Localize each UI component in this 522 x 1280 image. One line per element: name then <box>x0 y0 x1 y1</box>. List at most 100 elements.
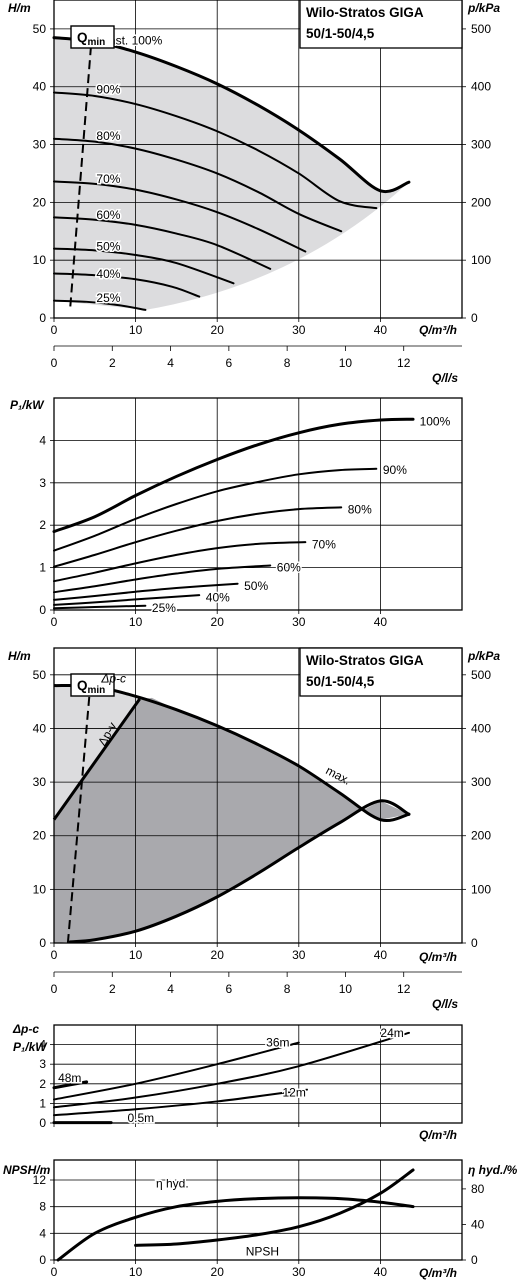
chart3-xtick-label: 0 <box>51 948 58 962</box>
q-ls-axis-2-tick-label: 6 <box>226 982 233 996</box>
chart5-y2tick-label: 40 <box>471 1217 485 1231</box>
chart3-y2tick-label: 300 <box>471 775 491 789</box>
chart3-y2label: p/kPa <box>467 649 500 663</box>
q-ls-axis-2-label: Q/l/s <box>432 997 458 1011</box>
chart4-ytick-label: 2 <box>39 1077 46 1091</box>
p1-curves-variable-speed-curve-label-1: 90% <box>383 463 407 477</box>
chart3-title-line-2: 50/1-50/4,5 <box>306 674 375 689</box>
chart1-title-line-2: 50/1-50/4,5 <box>306 26 375 41</box>
chart2-frame <box>53 397 463 611</box>
h-curves-variable-speed-curve-label-7: 25% <box>96 291 120 305</box>
npsh-efficiency-curve-label-0: η hyd. <box>156 1176 189 1190</box>
q-ls-axis-2-tick-label: 2 <box>109 982 116 996</box>
chart3-light-region <box>54 685 140 820</box>
chart1-ytick-label: 30 <box>33 138 47 152</box>
q-ls-axis-2-tick-label: 12 <box>397 982 411 996</box>
q-ls-axis-2-tick-label: 0 <box>51 982 58 996</box>
p1-curves-variable-speed-curve-label-4: 60% <box>277 561 301 575</box>
h-curves-variable-speed-series-1 <box>53 91 378 210</box>
chart3-xtick-label: 30 <box>292 948 306 962</box>
p1-curves-variable-speed-series-0 <box>52 417 415 534</box>
p1-curves-dp-control-curve-label-2: 24m <box>380 1026 403 1040</box>
q-ls-axis-1-tick-label: 12 <box>397 356 411 370</box>
p1-curves-variable-speed-curve-label-3: 70% <box>312 537 336 551</box>
chart1-xtick-label: 0 <box>51 323 58 337</box>
p1-curves-variable-speed-curve-label-0: 100% <box>420 414 451 428</box>
q-ls-axis-2-tick-label: 4 <box>167 982 174 996</box>
chart1-ytick-label: 10 <box>33 253 47 267</box>
chart1-xtick-label: 30 <box>292 323 306 337</box>
npsh-efficiency-series-0 <box>56 1196 415 1262</box>
chart2-ytick-label: 4 <box>39 433 46 447</box>
chart5-y2tick-label: 80 <box>471 1182 485 1196</box>
p1-curves-dp-control-series-1 <box>53 1041 300 1101</box>
chart3-ylabel: H/m <box>8 649 31 663</box>
h-curves-variable-speed-series-0 <box>52 36 411 194</box>
chart2-ytick-label: 2 <box>39 518 46 532</box>
h-curves-variable-speed-series-6 <box>53 272 201 298</box>
h-curves-variable-speed-curve-label-6: 40% <box>96 267 120 281</box>
chart3-ytick-label: 40 <box>33 721 47 735</box>
p1-curves-variable-speed-curve-label-6: 40% <box>206 590 230 604</box>
chart4-frame <box>53 1024 463 1124</box>
chart3-dpc-label: Δp-c <box>100 671 126 685</box>
chart5-xtick-label: 20 <box>211 1265 225 1279</box>
chart1-xtick-label: 40 <box>374 323 388 337</box>
chart2-xtick-label: 10 <box>129 615 143 629</box>
chart1-qmin-line <box>69 28 94 307</box>
p1-curves-dp-control-curve-label-0: 48m <box>58 1071 81 1085</box>
chart3-series-2 <box>52 698 141 821</box>
chart3-ytick-label: 20 <box>33 829 47 843</box>
chart5-xtick-label: 40 <box>374 1265 388 1279</box>
chart5-xlabel: Q/m³/h <box>419 1266 457 1280</box>
h-curves-variable-speed-series-7 <box>53 299 147 311</box>
chart1-title-line-1: Wilo-Stratos GIGA <box>306 5 424 20</box>
h-curves-variable-speed-series-5 <box>53 247 235 285</box>
p1-curves-dp-control-curve-label-3: 12m <box>282 1086 305 1100</box>
chart2-xtick-label: 20 <box>211 615 225 629</box>
h-curves-variable-speed-curve-label-5: 50% <box>96 239 120 253</box>
chart3-xtick-label: 40 <box>374 948 388 962</box>
chart4-ytick-label: 1 <box>39 1096 46 1110</box>
h-curves-variable-speed-series-3 <box>53 180 307 253</box>
chart3-ytick-label: 0 <box>39 936 46 950</box>
chart1-y2tick-label: 0 <box>471 311 478 325</box>
chart1-y2tick-label: 200 <box>471 195 491 209</box>
chart5-ytick-label: 12 <box>33 1173 47 1187</box>
h-curves-variable-speed-curve-label-3: 70% <box>96 172 120 186</box>
h-curves-variable-speed-curve-label-1: 90% <box>96 83 120 97</box>
q-ls-axis-1-tick-label: 4 <box>167 356 174 370</box>
q-ls-axis-1-label: Q/l/s <box>432 371 458 385</box>
chart3-xlabel: Q/m³/h <box>419 950 457 964</box>
chart1-y2tick-label: 500 <box>471 22 491 36</box>
chart1-ytick-label: 40 <box>33 80 47 94</box>
q-ls-axis-1-tick-label: 10 <box>339 356 353 370</box>
p1-curves-dp-control-series-3 <box>53 1088 308 1117</box>
h-curves-variable-speed-series-2 <box>53 137 343 233</box>
chart4-xlabel: Q/m³/h <box>419 1128 457 1142</box>
chart5-frame <box>53 1159 463 1261</box>
chart3-qmin-box <box>70 673 115 697</box>
chart2-xtick-label: 0 <box>51 615 58 629</box>
chart3-xtick-label: 10 <box>129 948 143 962</box>
p1-curves-variable-speed-series-5 <box>53 582 239 601</box>
p1-curves-dp-control-series-2 <box>53 1031 410 1109</box>
chart1-y2tick-label: 300 <box>471 138 491 152</box>
q-ls-axis-1-tick-label: 2 <box>109 356 116 370</box>
q-ls-axis-1-tick-label: 0 <box>51 356 58 370</box>
p1-curves-variable-speed-series-7 <box>53 604 147 610</box>
h-curves-variable-speed-curve-label-2: 80% <box>96 129 120 143</box>
chart5-xtick-label: 0 <box>51 1265 58 1279</box>
chart5-xtick-label: 30 <box>292 1265 306 1279</box>
chart2-ytick-label: 3 <box>39 476 46 490</box>
chart1-y2tick-label: 400 <box>471 80 491 94</box>
p1-curves-variable-speed-series-4 <box>53 564 272 594</box>
chart5-xtick-label: 10 <box>129 1265 143 1279</box>
q-ls-axis-2-tick-label: 8 <box>284 982 291 996</box>
chart3-ytick-label: 10 <box>33 882 47 896</box>
chart5-ytick-label: 0 <box>39 1253 46 1267</box>
chart3-ytick-label: 50 <box>33 668 47 682</box>
chart4-ytick-label: 4 <box>39 1038 46 1052</box>
chart3-qmin-line <box>66 680 92 944</box>
chart5-y2label: η hyd./% <box>468 1163 518 1177</box>
